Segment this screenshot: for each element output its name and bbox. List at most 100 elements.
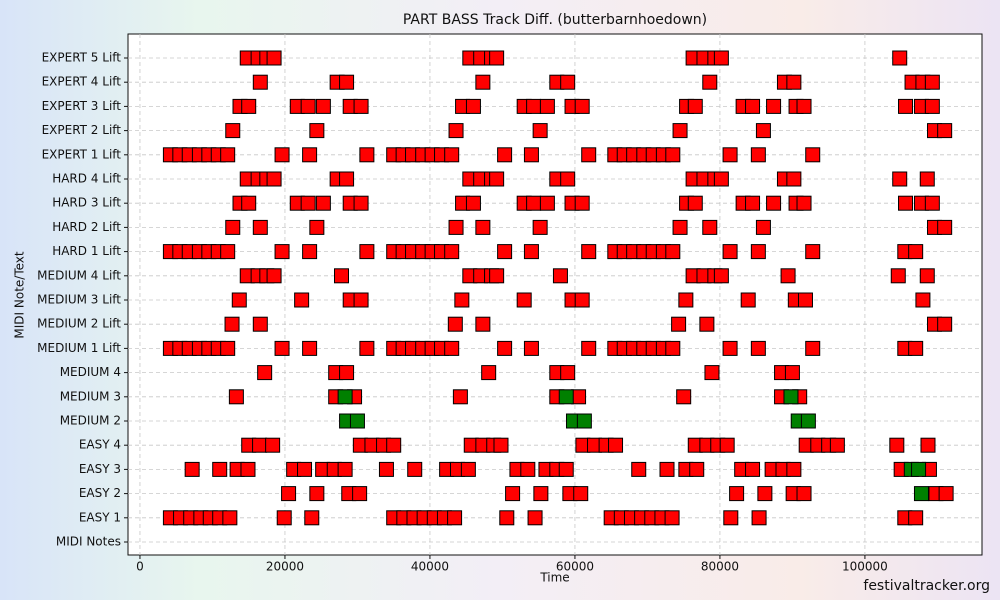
note [740, 292, 756, 308]
note [552, 268, 568, 284]
note [805, 340, 821, 356]
note [751, 510, 767, 526]
y-tick-label: EASY 1 [79, 510, 121, 524]
note [755, 123, 771, 139]
note [225, 123, 241, 139]
y-tick-label: EXPERT 5 Lift [42, 51, 122, 65]
note [489, 268, 505, 284]
note [687, 195, 703, 211]
note [274, 340, 290, 356]
note [302, 244, 318, 260]
note [407, 461, 423, 477]
note [212, 461, 228, 477]
note [581, 244, 597, 260]
note [665, 340, 681, 356]
note [678, 292, 694, 308]
note [339, 171, 355, 187]
note [266, 50, 282, 66]
y-axis-label: MIDI Note/Text [13, 251, 27, 339]
note [908, 244, 924, 260]
note [447, 510, 463, 526]
note [898, 98, 914, 114]
note [526, 98, 542, 114]
note [913, 486, 929, 502]
note [489, 50, 505, 66]
note [722, 340, 738, 356]
note [919, 171, 935, 187]
note [304, 510, 320, 526]
note [533, 486, 549, 502]
note [266, 171, 282, 187]
note [671, 316, 687, 332]
note [309, 123, 325, 139]
chart-title: PART BASS Track Diff. (butterbarnhoedown… [403, 12, 707, 28]
y-tick-label: HARD 1 Lift [52, 244, 121, 258]
note [581, 147, 597, 163]
note [937, 316, 953, 332]
note [664, 510, 680, 526]
y-tick-label: MEDIUM 4 Lift [37, 268, 121, 282]
note [797, 292, 813, 308]
note [526, 195, 542, 211]
note [532, 219, 548, 235]
note [448, 219, 464, 235]
y-tick-label: HARD 2 Lift [52, 220, 121, 234]
note [908, 340, 924, 356]
note [937, 219, 953, 235]
note [265, 437, 281, 453]
y-tick-label: MEDIUM 3 Lift [37, 293, 121, 307]
note [220, 244, 236, 260]
note [890, 268, 906, 284]
note [919, 268, 935, 284]
note [574, 292, 590, 308]
note [220, 147, 236, 163]
note [505, 486, 521, 502]
note [745, 98, 761, 114]
note [315, 195, 331, 211]
note [560, 365, 576, 381]
note [224, 316, 240, 332]
note [722, 147, 738, 163]
note [523, 147, 539, 163]
note [750, 340, 766, 356]
note [353, 292, 369, 308]
note [297, 461, 313, 477]
note [786, 74, 802, 90]
note [713, 268, 729, 284]
note [805, 147, 821, 163]
y-tick-label: MEDIUM 3 [60, 389, 121, 403]
note [448, 123, 464, 139]
note [222, 510, 238, 526]
note [573, 486, 589, 502]
note [257, 365, 273, 381]
note [745, 461, 761, 477]
note [274, 147, 290, 163]
x-tick-label: 20000 [266, 560, 304, 574]
note [702, 219, 718, 235]
note [729, 486, 745, 502]
note [796, 195, 812, 211]
note [665, 147, 681, 163]
note [493, 437, 509, 453]
note [309, 219, 325, 235]
x-tick-label: 0 [136, 560, 144, 574]
note [444, 244, 460, 260]
note [337, 389, 353, 405]
note [339, 365, 355, 381]
note [294, 292, 310, 308]
y-tick-label: HARD 3 Lift [52, 196, 121, 210]
note [386, 437, 402, 453]
note [576, 413, 592, 429]
y-tick-label: MEDIUM 4 [60, 365, 121, 379]
note [920, 437, 936, 453]
note [252, 316, 268, 332]
note [300, 98, 316, 114]
note [465, 195, 481, 211]
y-tick-label: MEDIUM 2 Lift [37, 317, 121, 331]
note [452, 389, 468, 405]
note [516, 292, 532, 308]
note [755, 219, 771, 235]
note [784, 365, 800, 381]
x-axis-label: Time [539, 571, 569, 585]
note [231, 292, 247, 308]
